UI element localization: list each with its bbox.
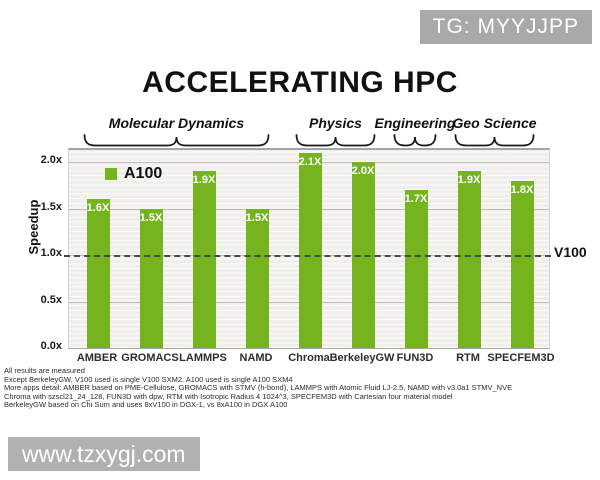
chart-title: ACCELERATING HPC	[142, 66, 458, 99]
y-tick-label: 1.0x	[40, 247, 62, 259]
bar-value-label: 1.5X	[139, 211, 163, 224]
group-brace	[454, 134, 535, 148]
x-label-namd: NAMD	[239, 352, 273, 364]
x-label-berkeleygw: BerkeleyGW	[329, 352, 395, 364]
legend-label: A100	[124, 165, 163, 182]
group-brace	[83, 134, 270, 148]
baseline-label: V100	[554, 244, 587, 260]
group-label: Engineering	[374, 115, 456, 131]
group-label: Molecular Dynamics	[108, 115, 245, 131]
bar-fun3d: 1.7X	[404, 189, 428, 348]
plot-area: A100 1.6X 1.5X 1.9X 1.5X 2.1X 2.0X 1.7X 1.9X 1.8…	[64, 148, 551, 349]
telegram-badge: TG: MYYJJPP	[419, 10, 592, 44]
x-label-specfem3d: SPECFEM3D	[487, 352, 555, 364]
y-tick-label: 2.0x	[40, 154, 62, 166]
v100-baseline	[64, 255, 551, 257]
bar-value-label: 1.8X	[510, 183, 534, 196]
x-label-chroma: Chroma	[288, 352, 330, 364]
x-label-lammps: LAMMPS	[179, 352, 227, 364]
group-brace	[393, 134, 437, 148]
group-brace	[295, 134, 376, 148]
bar-value-label: 1.9X	[457, 174, 481, 187]
footnote-line: More apps detail: AMBER based on PME-Cel…	[4, 383, 513, 393]
bar-value-label: 1.6X	[86, 202, 110, 215]
legend: A100	[105, 165, 162, 183]
y-tick-label: 0.5x	[40, 293, 62, 306]
x-label-rtm: RTM	[456, 352, 480, 364]
footnote-line: All results are measured	[4, 366, 85, 375]
bar-value-label: 1.7X	[404, 192, 428, 205]
legend-color-swatch	[105, 168, 117, 180]
group-label: Physics	[309, 115, 362, 131]
x-label-amber: AMBER	[76, 352, 118, 364]
bar-value-label: 1.5X	[245, 211, 269, 224]
bar-chroma: 2.1X	[298, 152, 322, 348]
bar-value-label: 2.0X	[351, 165, 375, 177]
bar-gromacs: 1.5X	[139, 208, 163, 348]
footnote-line: Except BerkeleyGW, V100 used is single V…	[4, 374, 293, 384]
y-tick-label: 0.0x	[40, 340, 62, 352]
bar-rtm: 1.9X	[457, 171, 481, 348]
y-tick-label: 1.5x	[40, 200, 62, 213]
bar-value-label: 2.1X	[298, 155, 322, 168]
footnotes: All results are measured Except BerkeleyG…	[4, 366, 513, 410]
bar-value-label: 1.9X	[192, 174, 216, 187]
footnote-line: BerkeleyGW based on Chi Sum and uses 8xV…	[4, 400, 288, 410]
group-label: Geo Science	[452, 115, 537, 131]
bar-specfem3d: 1.8X	[510, 180, 534, 348]
bar-amber: 1.6X	[86, 199, 110, 348]
x-label-fun3d: FUN3D	[396, 352, 434, 364]
bar-lammps: 1.9X	[192, 171, 216, 348]
watermark: www.tzxygj.com	[8, 437, 200, 471]
x-label-gromacs: GROMACS	[121, 352, 179, 364]
footnote-line: Chroma with szscl21_24_128, FUN3D with d…	[4, 391, 453, 401]
bar-namd: 1.5X	[245, 208, 269, 348]
